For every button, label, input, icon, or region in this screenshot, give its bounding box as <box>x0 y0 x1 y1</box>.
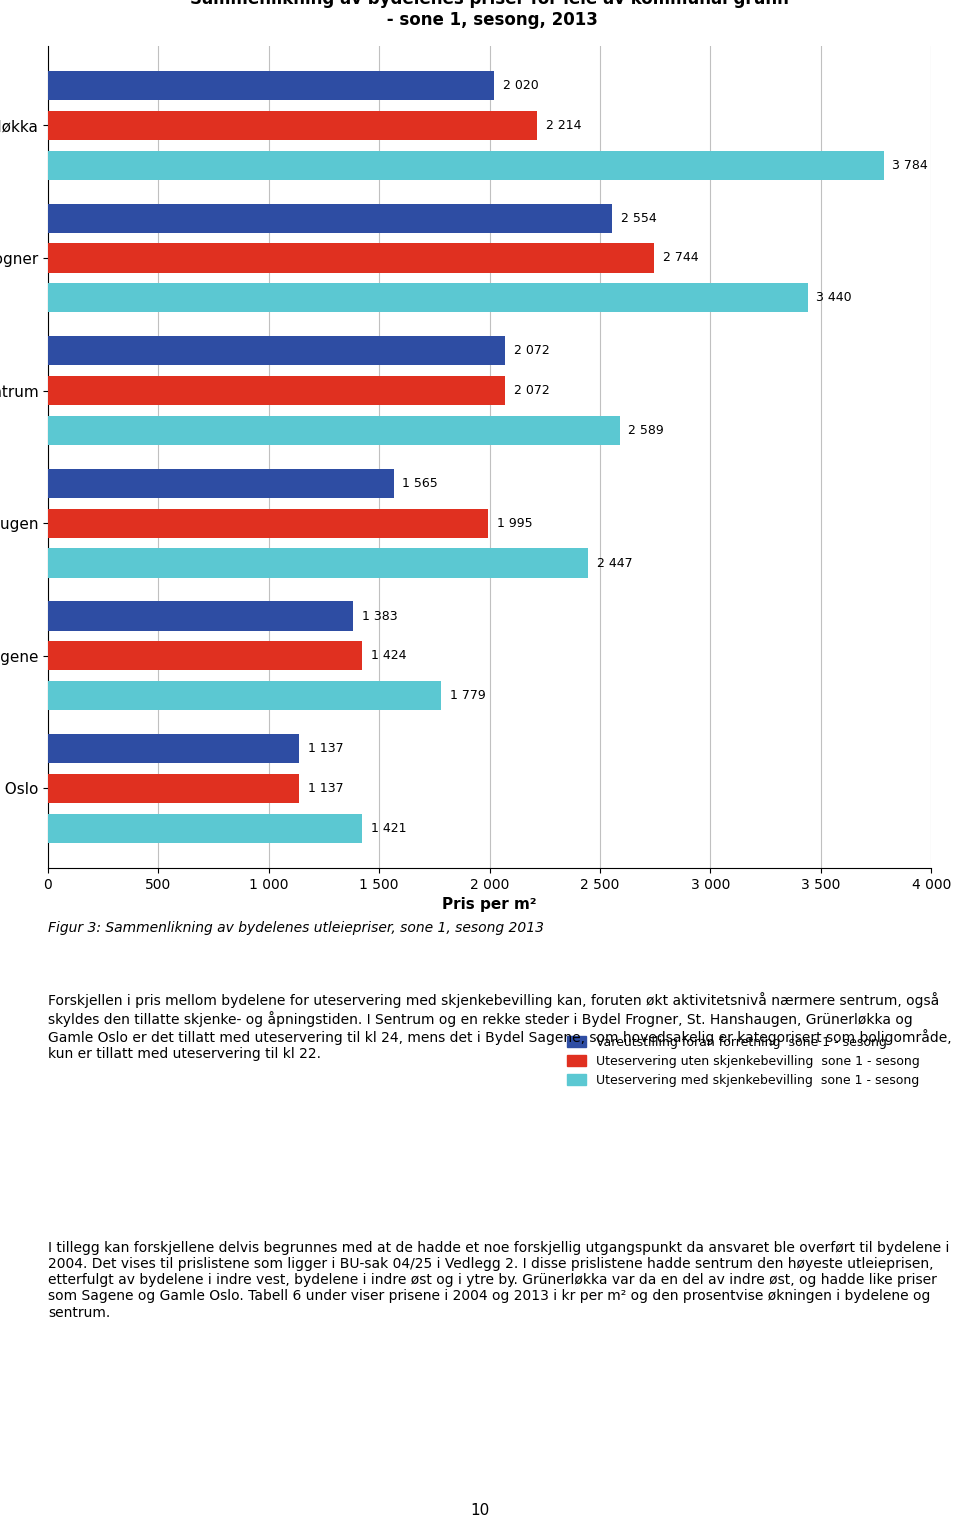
Bar <box>48 681 441 710</box>
Text: 2 072: 2 072 <box>515 385 550 397</box>
Bar <box>48 243 654 273</box>
Bar <box>48 734 300 763</box>
Text: I tillegg kan forskjellene delvis begrunnes med at de hadde et noe forskjellig u: I tillegg kan forskjellene delvis begrun… <box>48 1241 949 1320</box>
Bar <box>48 203 612 233</box>
Bar <box>48 774 300 803</box>
Bar <box>48 336 506 365</box>
Bar <box>48 111 537 140</box>
Text: 10: 10 <box>470 1503 490 1518</box>
Bar <box>48 508 489 537</box>
Legend: Vareutstilling foran forretning  sone 1 - sesong, Uteservering uten skjenkebevil: Vareutstilling foran forretning sone 1 -… <box>563 1030 924 1093</box>
Text: 2 020: 2 020 <box>503 79 539 92</box>
Text: 1 137: 1 137 <box>308 742 344 755</box>
Bar <box>48 601 353 630</box>
Text: 1 779: 1 779 <box>449 690 486 702</box>
Text: 1 424: 1 424 <box>372 650 407 662</box>
Text: 2 589: 2 589 <box>629 424 664 436</box>
Bar <box>48 641 363 670</box>
Bar <box>48 468 394 497</box>
Bar <box>48 415 619 446</box>
Text: 2 072: 2 072 <box>515 345 550 357</box>
Title: Sammenlikning av bydelenes priser for leie av kommunal grunn
 - sone 1, sesong, : Sammenlikning av bydelenes priser for le… <box>190 0 789 29</box>
Bar <box>48 548 588 578</box>
Text: 1 565: 1 565 <box>402 478 438 490</box>
Text: 2 554: 2 554 <box>621 212 657 224</box>
Text: 3 440: 3 440 <box>816 291 852 304</box>
Text: 1 995: 1 995 <box>497 517 533 530</box>
Text: Forskjellen i pris mellom bydelene for uteservering med skjenkebevilling kan, fo: Forskjellen i pris mellom bydelene for u… <box>48 992 951 1062</box>
Bar <box>48 375 506 406</box>
Text: 2 214: 2 214 <box>545 119 581 131</box>
Text: Figur 3: Sammenlikning av bydelenes utleiepriser, sone 1, sesong 2013: Figur 3: Sammenlikning av bydelenes utle… <box>48 922 544 935</box>
Text: 1 137: 1 137 <box>308 781 344 795</box>
Bar <box>48 813 362 842</box>
Text: 2 744: 2 744 <box>662 252 698 264</box>
Text: 1 421: 1 421 <box>371 823 406 835</box>
Bar <box>48 72 494 101</box>
Bar <box>48 284 807 313</box>
Text: 1 383: 1 383 <box>362 609 397 623</box>
Text: 3 784: 3 784 <box>893 159 928 171</box>
X-axis label: Pris per m²: Pris per m² <box>443 897 537 913</box>
Text: 2 447: 2 447 <box>597 557 633 569</box>
Bar <box>48 151 883 180</box>
